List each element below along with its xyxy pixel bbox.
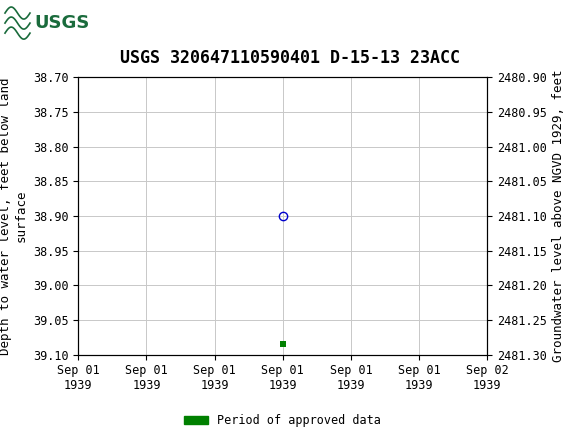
Text: USGS 320647110590401 D-15-13 23ACC: USGS 320647110590401 D-15-13 23ACC [120,49,460,67]
Text: USGS: USGS [34,14,89,32]
Y-axis label: Depth to water level, feet below land
surface: Depth to water level, feet below land su… [0,77,27,355]
Legend: Period of approved data: Period of approved data [180,410,386,430]
Y-axis label: Groundwater level above NGVD 1929, feet: Groundwater level above NGVD 1929, feet [552,70,566,362]
FancyBboxPatch shape [4,4,76,41]
